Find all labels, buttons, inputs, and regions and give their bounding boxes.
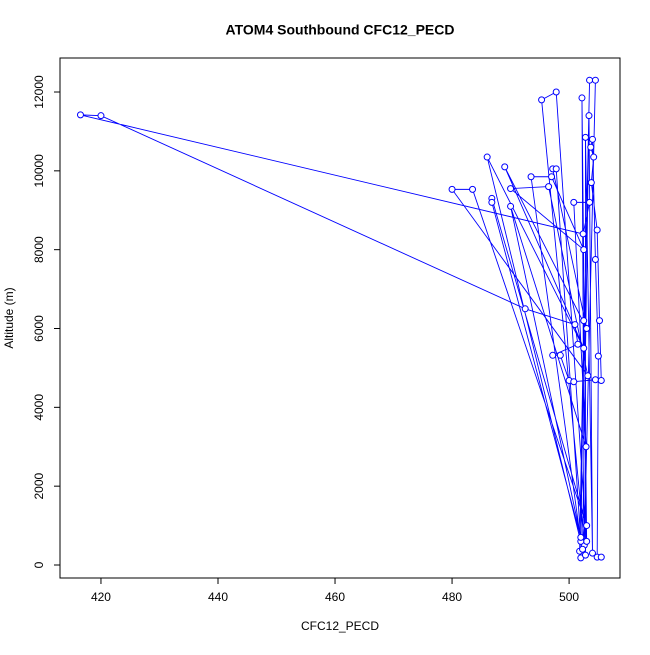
y-axis-label: Altitude (m) [2, 287, 16, 348]
data-point [507, 202, 515, 210]
data-point [507, 185, 515, 193]
data-point [597, 553, 605, 561]
data-point [578, 94, 586, 102]
data-point [577, 533, 585, 541]
data-line [80, 79, 602, 558]
data-point [579, 545, 587, 553]
data-point [583, 522, 591, 530]
data-point [587, 179, 595, 187]
x-tick-label: 480 [442, 590, 462, 604]
data-point [587, 143, 595, 151]
y-tick-label: 4000 [32, 394, 46, 421]
data-point [586, 76, 594, 84]
data-point [580, 246, 588, 254]
data-point [590, 153, 598, 161]
data-point [582, 443, 590, 451]
data-point [585, 112, 593, 120]
y-tick-label: 12000 [32, 75, 46, 109]
data-point [588, 135, 596, 143]
x-tick-label: 500 [559, 590, 579, 604]
data-point [448, 185, 456, 193]
data-point [579, 230, 587, 238]
data-point [574, 340, 582, 348]
data-point [488, 198, 496, 206]
data-point [556, 351, 564, 359]
x-tick-label: 420 [91, 590, 111, 604]
data-point [571, 321, 579, 329]
data-point [580, 344, 588, 352]
data-point [76, 111, 84, 119]
data-point [591, 376, 599, 384]
data-point [597, 377, 605, 385]
data-point [501, 163, 509, 171]
data-point [584, 372, 592, 380]
data-point [588, 549, 596, 557]
x-tick-label: 440 [208, 590, 228, 604]
data-point [483, 153, 491, 161]
chart-title: ATOM4 Southbound CFC12_PECD [226, 22, 455, 38]
data-point [591, 256, 599, 264]
data-point [586, 198, 594, 206]
data-point [570, 198, 578, 206]
data-point [591, 76, 599, 84]
data-point [538, 96, 546, 104]
data-point [583, 325, 591, 333]
x-tick-label: 460 [325, 590, 345, 604]
data-point [549, 351, 557, 359]
data-point [583, 537, 591, 545]
y-tick-label: 8000 [32, 236, 46, 263]
data-point [552, 88, 560, 96]
data-point [580, 317, 588, 325]
data-point [581, 551, 589, 559]
data-point [545, 183, 553, 191]
data-point [570, 378, 578, 386]
data-point [521, 305, 529, 313]
y-tick-label: 6000 [32, 315, 46, 342]
y-tick-label: 10000 [32, 154, 46, 188]
data-point [593, 226, 601, 234]
data-point [97, 112, 105, 120]
data-point [596, 317, 604, 325]
data-point [552, 165, 560, 173]
data-point [594, 352, 602, 360]
data-point [527, 173, 535, 181]
data-point [581, 133, 589, 141]
plot-frame [59, 57, 621, 579]
y-tick-label: 2000 [32, 472, 46, 499]
data-point [548, 173, 556, 181]
data-point [469, 185, 477, 193]
y-tick-label: 0 [32, 561, 46, 568]
x-axis-label: CFC12_PECD [301, 619, 379, 633]
